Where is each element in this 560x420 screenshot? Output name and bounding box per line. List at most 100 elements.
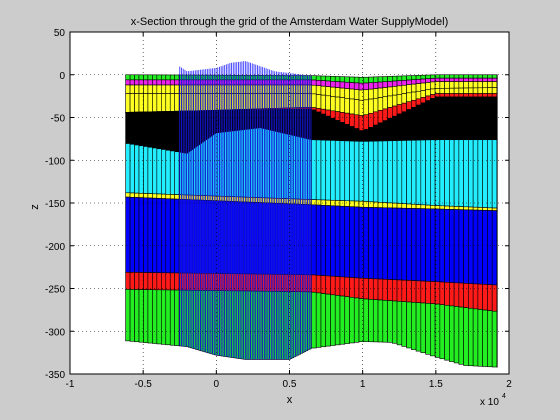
layer-cell [320,108,327,115]
layer-cell [458,77,464,82]
layer-cell [401,75,407,81]
layer-cell [453,96,460,141]
layer-cell [156,148,162,195]
layer-cell [463,307,469,366]
layer-cell [134,93,140,113]
layer-cell [174,151,180,195]
layer-cell [458,96,464,141]
layer-cell [477,74,483,79]
layer-cell [406,84,412,94]
layer-cell [377,207,384,280]
layer-cell [147,74,153,81]
layer-cell [330,81,336,88]
layer-cell [425,74,431,80]
layer-cell [156,111,162,150]
layer-cell [311,204,317,276]
layer-cell [129,79,135,86]
layer-cell [147,93,153,113]
layer-cell [420,139,426,206]
layer-cell [468,81,474,89]
layer-cell [344,140,350,202]
layer-cell [363,76,369,84]
layer-cell [368,127,374,142]
layer-cell [368,88,374,100]
layer-cell [143,197,149,273]
layer-cell [147,193,153,199]
layer-cell [349,76,355,83]
layer-cell [377,299,384,343]
layer-cell [129,74,135,81]
layer-cell [401,93,407,104]
layer-cell [477,139,483,208]
layer-cell [330,140,336,201]
layer-cell [472,283,479,310]
layer-cell [372,124,379,142]
layer-cell [325,86,331,97]
layer-cell [472,77,479,82]
layer-cell [358,89,365,101]
layer-cell [468,209,474,284]
layer-cell [325,75,331,82]
layer-cell [125,93,131,113]
layer-cell [344,276,350,297]
layer-cell [134,111,140,146]
layer-cell [339,76,346,83]
layer-cell [387,107,393,119]
layer-cell [363,89,369,101]
layer-cell [387,76,393,82]
layer-cell [453,206,460,210]
layer-cell [349,297,355,344]
layer-cell [411,139,417,205]
layer-cell [482,93,488,98]
layer-cell [472,96,479,141]
layer-cell [463,77,469,82]
dense-overlay [179,61,312,360]
layer-cell [125,74,131,81]
layer-cell [434,208,441,283]
layer-cell [387,118,393,142]
layer-cell [363,141,369,202]
layer-cell [472,87,479,94]
layer-cell [161,84,167,94]
layer-cell [358,277,365,299]
layer-cell [353,82,360,90]
layer-cell [174,84,180,94]
layer-cell [138,84,144,94]
layer-cell [401,84,407,94]
layer-cell [143,84,149,94]
layer-cell [315,292,322,348]
layer-cell [420,102,426,141]
layer-cell [444,74,450,79]
layer-cell [125,79,131,86]
layer-cell [334,87,341,98]
layer-cell [368,299,374,343]
layer-cell [430,208,436,282]
layer-cell [430,78,436,83]
layer-cell [161,74,167,81]
layer-cell [138,93,144,113]
y-tick-label: -150 [45,199,65,210]
layer-cell [444,93,450,98]
layer-cell [391,80,398,87]
layer-cell [358,82,365,91]
layer-cell [358,99,365,116]
layer-cell [368,112,374,128]
layer-cell [453,306,460,364]
layer-cell [349,200,355,208]
layer-cell [165,93,171,112]
layer-cell [134,192,140,198]
layer-cell [353,89,360,100]
layer-cell [434,77,441,82]
layer-cell [434,96,441,141]
layer-cell [396,85,403,95]
layer-cell [143,146,149,194]
layer-cell [463,206,469,211]
layer-cell [325,293,331,347]
layer-cell [387,202,393,209]
layer-cell [491,207,498,211]
y-tick-label: 50 [54,28,66,39]
layer-cell [425,89,431,97]
layer-cell [161,193,167,199]
layer-cell [330,110,336,119]
